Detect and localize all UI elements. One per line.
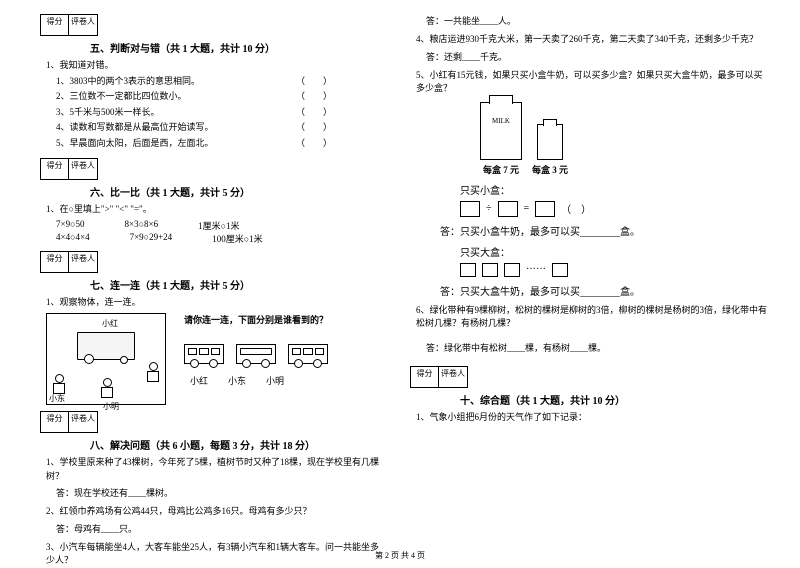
sec8-q1: 1、学校里原来种了43棵树，今年死了5棵，植树节时又种了18棵，现在学校里有几棵… — [46, 456, 382, 483]
sec8-q4: 4、粮店运进930千克大米，第一天卖了260千克，第二天卖了340千克，还剩多少… — [416, 33, 770, 47]
score-box-7: 得分 评卷人 — [40, 251, 98, 273]
section-6-title: 六、比一比（共 1 大题，共计 5 分） — [90, 184, 382, 199]
milk-illustration: MILK 每盒 7 元 每盒 3 元 — [480, 102, 770, 176]
sec10-q1: 1、气象小组把6月份的天气作了如下记录： — [416, 411, 770, 425]
kid-label: 小明 — [103, 401, 119, 412]
page-footer: 第 2 页 共 4 页 — [0, 550, 800, 561]
score-box-10: 得分 评卷人 — [410, 366, 468, 388]
eq-small: ÷ = （ ） — [460, 201, 770, 217]
sec5-item-5: 5、早晨面向太阳，后面是西，左面北。（ ） — [56, 137, 382, 151]
left-column: 得分 评卷人 五、判断对与错（共 1 大题，共计 10 分） 1、我知道对错。 … — [0, 0, 400, 565]
ans-small: 答：只买小盒牛奶，最多可以买________盒。 — [440, 223, 770, 238]
input-box[interactable] — [504, 263, 520, 277]
section-7-title: 七、连一连（共 1 大题，共计 5 分） — [90, 277, 382, 292]
connect-right: 请你连一连，下面分别是谁看到的？ 小红 小东 小明 — [184, 313, 328, 387]
mini-bus-2 — [236, 344, 276, 364]
section-8-title: 八、解决问题（共 6 小题，每题 3 分，共计 18 分） — [90, 437, 382, 452]
sec7-lead: 1、观察物体，连一连。 — [46, 296, 382, 310]
milk-big-price: 每盒 7 元 — [483, 163, 519, 176]
sec5-item-3: 3、5千米与500米一样长。（ ） — [56, 106, 382, 120]
input-box[interactable] — [482, 263, 498, 277]
sec8-q2: 2、红领巾养鸡场有公鸡44只，母鸡比公鸡多16只。母鸡有多少只？ — [46, 505, 382, 519]
milk-small-col: 每盒 3 元 — [532, 124, 568, 176]
ans-big: 答：只买大盒牛奶，最多可以买________盒。 — [440, 283, 770, 298]
milk-small-price: 每盒 3 元 — [532, 163, 568, 176]
right-column: 答：一共能坐____人。 4、粮店运进930千克大米，第一天卖了260千克，第二… — [400, 0, 800, 565]
bus-labels: 小红 小东 小明 — [190, 374, 328, 387]
sec8-q6: 6、绿化带种有9棵柳树，松树的棵树是柳树的3倍，柳树的棵树是杨树的3倍，绿化带中… — [416, 304, 770, 331]
input-box[interactable] — [535, 201, 555, 217]
sec8-a3: 答：一共能坐____人。 — [426, 14, 770, 27]
input-box[interactable] — [552, 263, 568, 277]
sec8-a6: 答：绿化带中有松树____棵，有杨树____棵。 — [426, 341, 770, 354]
sec8-a4: 答：还剩____千克。 — [426, 50, 770, 63]
sec5-lead: 1、我知道对错。 — [46, 59, 382, 73]
input-box[interactable] — [460, 263, 476, 277]
sec8-a2: 答：母鸡有____只。 — [56, 522, 382, 535]
mini-bus-3 — [288, 344, 328, 364]
milk-big-box: MILK — [480, 102, 522, 160]
score-box-6: 得分 评卷人 — [40, 158, 98, 180]
only-big-label: 只买大盒： — [460, 244, 770, 259]
score-box-5: 得分 评卷人 — [40, 14, 98, 36]
connect-title: 请你连一连，下面分别是谁看到的？ — [184, 313, 328, 326]
sec5-item-2: 2、三位数不一定都比四位数小。（ ） — [56, 90, 382, 104]
sec6-row-1: 7×9○508×3○8×61厘米○1米 — [56, 219, 382, 232]
sec8-q5: 5、小红有15元钱，如果只买小盒牛奶，可以买多少盒？如果只买大盒牛奶，最多可以买… — [416, 69, 770, 96]
section-5-title: 五、判断对与错（共 1 大题，共计 10 分） — [90, 40, 382, 55]
sec5-item-4: 4、读数和写数都是从最高位开始读写。（ ） — [56, 121, 382, 135]
sec8-a1: 答：现在学校还有____棵树。 — [56, 486, 382, 499]
input-box[interactable] — [498, 201, 518, 217]
eq-big: ······ — [460, 263, 770, 277]
kid-illustration — [99, 378, 115, 400]
only-small-label: 只买小盒： — [460, 182, 770, 197]
kid-illustration — [145, 362, 161, 384]
grader-label: 评卷人 — [69, 15, 97, 35]
milk-small-box — [537, 124, 563, 160]
mini-bus-1 — [184, 344, 224, 364]
sec5-item-1: 1、3803中的两个3表示的意思相同。（ ） — [56, 75, 382, 89]
bus-illustration — [77, 332, 135, 360]
sec6-row-2: 4×4○4×47×9○29+24100厘米○1米 — [56, 232, 382, 245]
bus-options — [184, 344, 328, 364]
section-10-title: 十、综合题（共 1 大题，共计 10 分） — [460, 392, 770, 407]
milk-big-col: MILK 每盒 7 元 — [480, 102, 522, 176]
score-box-8: 得分 评卷人 — [40, 411, 98, 433]
scene-illustration: 小红 小东 小明 — [46, 313, 166, 405]
connect-block: 小红 小东 小明 请你连一连，下面分别是谁看到的？ 小红 小东 小明 — [46, 313, 382, 405]
score-label: 得分 — [41, 15, 69, 35]
sec6-lead: 1、在○里填上">" "<" "="。 — [46, 203, 382, 217]
input-box[interactable] — [460, 201, 480, 217]
